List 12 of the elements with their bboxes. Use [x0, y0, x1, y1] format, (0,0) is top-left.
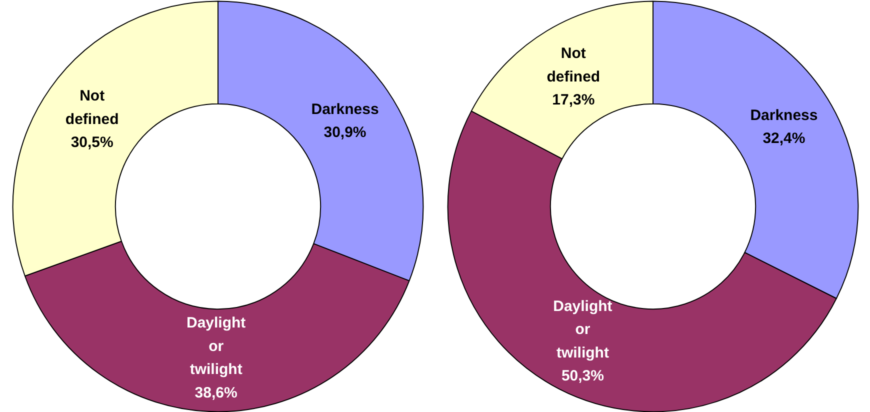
slice-label: Daylight or twilight [553, 298, 612, 362]
data-label: 30,5% [70, 134, 114, 152]
data-label: 30,9% [324, 124, 366, 142]
slice-label: Daylight or twilight [186, 314, 246, 378]
slice-label: Darkness [311, 100, 379, 118]
data-label: 32,4% [762, 130, 806, 148]
slice-label: Darkness [750, 106, 818, 124]
data-label: 50,3% [561, 368, 604, 385]
data-label: 17,3% [552, 92, 595, 109]
data-label: 38,6% [194, 384, 238, 402]
slice-label: Not defined [546, 45, 600, 86]
slice-label: Not defined [65, 88, 119, 128]
